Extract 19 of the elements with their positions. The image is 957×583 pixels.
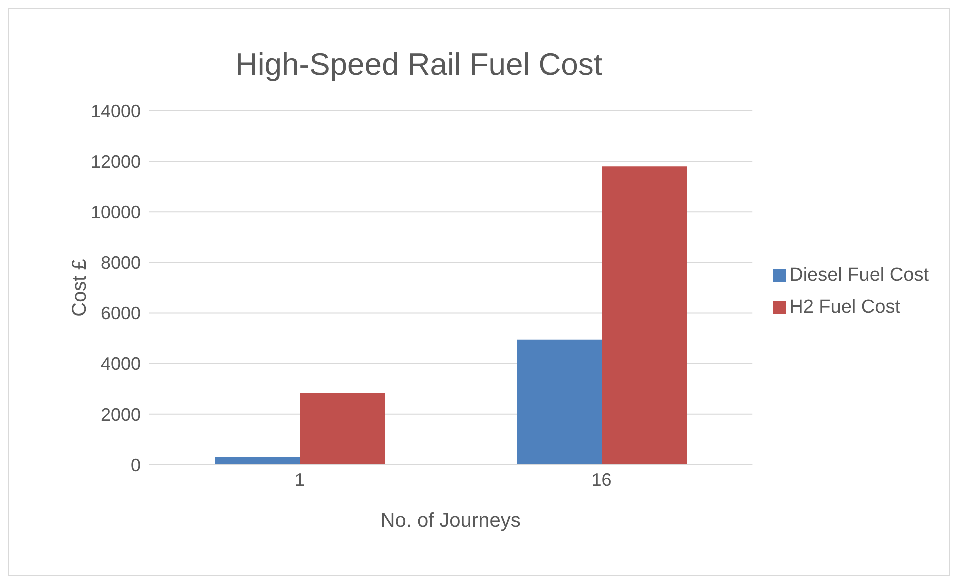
legend-label: H2 Fuel Cost — [790, 297, 900, 318]
y-tick-label: 12000 — [90, 152, 141, 172]
y-tick-label: 4000 — [100, 354, 141, 374]
x-tick-label: 1 — [294, 470, 305, 490]
x-tick-label: 16 — [592, 470, 612, 490]
chart-title: High-Speed Rail Fuel Cost — [234, 47, 604, 83]
y-tick-label: 10000 — [90, 202, 141, 223]
y-axis-title: Cost £ — [69, 259, 92, 317]
y-tick-label: 6000 — [100, 304, 141, 324]
y-tick-label: 0 — [130, 455, 141, 476]
bar — [517, 340, 602, 465]
legend-label: Diesel Fuel Cost — [790, 265, 929, 286]
y-tick-label: 14000 — [90, 101, 141, 122]
y-tick-label: 8000 — [100, 253, 141, 274]
bar — [602, 166, 688, 465]
bar — [300, 393, 386, 465]
bar — [215, 457, 300, 465]
y-tick-label: 2000 — [100, 404, 141, 425]
x-axis-title: No. of Journeys — [380, 510, 521, 532]
